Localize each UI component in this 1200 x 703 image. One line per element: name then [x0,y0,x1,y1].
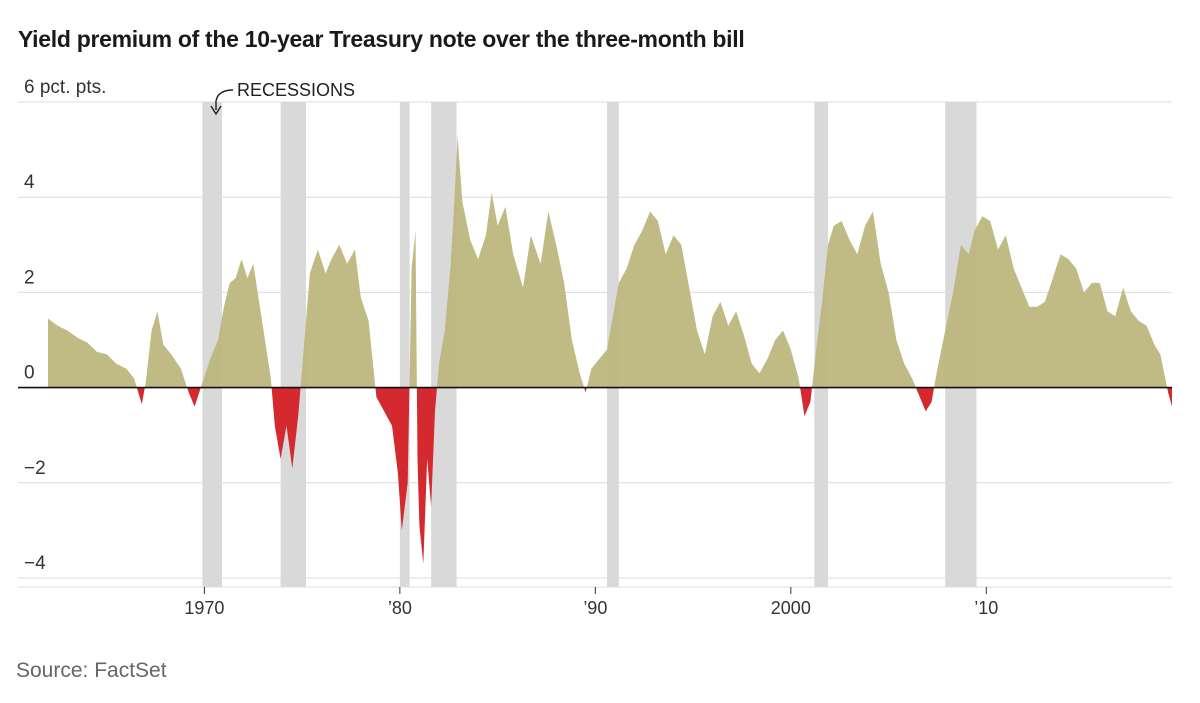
y-axis-ticks: 6 pct. pts. 4 2 0 −2 −4 [24,77,106,574]
spread-area-positive [48,135,1172,388]
y-tick-label: 6 pct. pts. [24,77,106,98]
chart-title: Yield premium of the 10-year Treasury no… [18,26,745,52]
recessions-annotation: RECESSIONS [210,80,355,116]
recession-band [202,102,222,587]
x-tick-label: 1970 [184,598,224,618]
x-axis-ticks: 1970 ’80 ’90 2000 ’10 [184,587,998,618]
x-tick-label: ’80 [388,598,412,618]
recession-band [280,102,307,587]
recession-band [399,102,410,587]
y-tick-label: −2 [24,458,46,479]
y-tick-label: 0 [24,363,35,384]
x-tick-label: 2000 [771,598,811,618]
annotation-arrowhead [210,105,222,116]
spread-series [48,135,1172,564]
x-tick-label: ’90 [583,598,607,618]
y-tick-label: 2 [24,267,35,288]
recessions-label: RECESSIONS [237,80,355,100]
y-tick-label: 4 [24,172,35,193]
source-note: Source: FactSet [16,659,167,682]
x-tick-label: ’10 [974,598,998,618]
annotation-arrow [215,89,234,110]
spread-area-negative [136,387,1172,564]
y-tick-label: −4 [24,553,46,574]
